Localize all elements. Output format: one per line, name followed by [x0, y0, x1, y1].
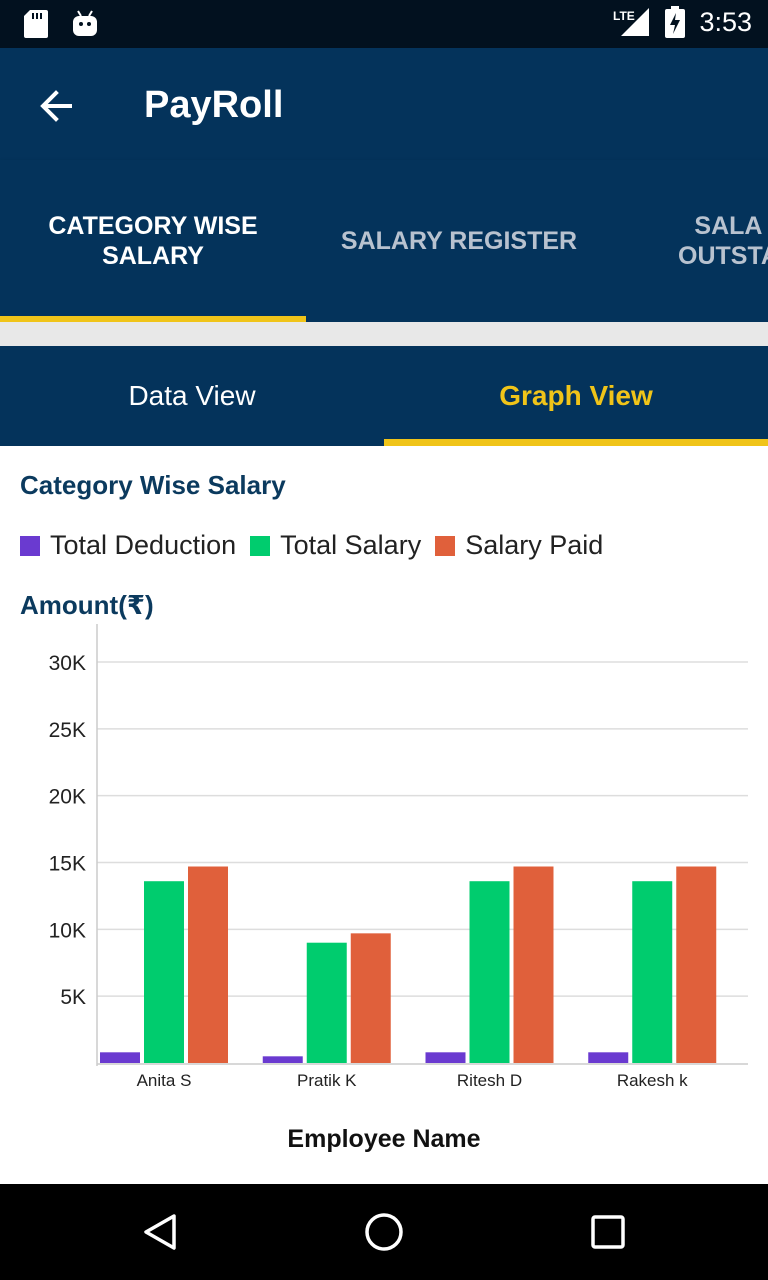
bar-total-deduction — [100, 1052, 140, 1063]
legend-item-salary-paid: Salary Paid — [435, 530, 603, 561]
navigation-bar — [0, 1184, 768, 1280]
x-tick-label: Rakesh k — [617, 1071, 688, 1090]
x-tick-label: Pratik K — [297, 1071, 357, 1090]
bar-total-deduction — [588, 1052, 629, 1063]
y-tick-label: 25K — [49, 719, 86, 742]
legend-label: Total Deduction — [50, 530, 237, 560]
bar-salary-paid — [513, 866, 554, 1063]
bar-total-deduction — [425, 1052, 466, 1063]
x-tick-label: Anita S — [137, 1071, 192, 1090]
y-tick-label: 20K — [49, 786, 86, 809]
app-bar: PayRoll — [0, 48, 768, 160]
tab-salary-outstanding[interactable]: SALAOUTSTA — [612, 160, 768, 322]
tab-label-line1: SALA — [694, 212, 763, 240]
legend-label: Salary Paid — [465, 530, 604, 560]
divider — [0, 322, 768, 346]
legend-label: Total Salary — [280, 530, 422, 560]
tab-label-line2: SALARY — [102, 242, 204, 270]
back-arrow-icon[interactable] — [36, 86, 76, 126]
y-tick-label: 5K — [60, 986, 86, 1009]
svg-text:LTE: LTE — [613, 9, 635, 23]
bar-chart: 5K 10K 15K 20K 25K 30K Anita S Pratik K Ritesh D… — [49, 624, 748, 1153]
report-tabs: CATEGORY WISE SALARY SALARY REGISTER SALA… — [0, 160, 768, 322]
chart-legend: Total Deduction Total Salary Salary Paid — [20, 530, 617, 561]
sd-card-icon — [24, 10, 48, 38]
bar-total-salary — [469, 881, 510, 1063]
recents-nav-icon[interactable] — [586, 1210, 630, 1254]
tab-indicator — [0, 316, 306, 322]
chart-heading: Category Wise Salary — [20, 470, 286, 500]
x-tick-label: Ritesh D — [457, 1071, 522, 1090]
back-nav-icon[interactable] — [138, 1210, 182, 1254]
view-tab-indicator — [384, 439, 768, 446]
y-tick-label: 30K — [49, 652, 86, 675]
tab-label: Data View — [128, 380, 256, 411]
tab-label-line2: OUTSTA — [678, 242, 768, 270]
bar-total-salary — [144, 881, 184, 1063]
legend-swatch — [435, 535, 456, 556]
app-title: PayRoll — [144, 84, 284, 126]
x-axis-label: Employee Name — [287, 1125, 480, 1153]
legend-item-total-deduction: Total Deduction — [20, 530, 236, 561]
tab-data-view[interactable]: Data View — [0, 346, 384, 446]
bar-total-salary — [306, 942, 347, 1063]
legend-swatch — [250, 535, 271, 556]
y-tick-label: 10K — [49, 919, 86, 942]
bar-salary-paid — [350, 933, 391, 1063]
lte-signal-icon: LTE — [613, 8, 650, 36]
view-tabs: Data View Graph View — [0, 346, 768, 446]
y-axis-label: Amount(₹) — [20, 590, 154, 620]
clock: 3:53 — [699, 6, 752, 37]
tab-salary-register[interactable]: SALARY REGISTER — [306, 160, 612, 322]
home-nav-icon[interactable] — [362, 1210, 406, 1254]
legend-item-total-salary: Total Salary — [250, 530, 421, 561]
bar-salary-paid — [188, 866, 228, 1063]
tab-label: SALARY REGISTER — [340, 227, 578, 255]
bar-total-deduction — [262, 1056, 303, 1063]
tab-graph-view[interactable]: Graph View — [384, 346, 768, 446]
tab-label-line1: CATEGORY WISE — [48, 212, 258, 240]
bar-salary-paid — [676, 866, 717, 1063]
status-bar: LTE 3:53 — [0, 0, 768, 48]
android-icon — [73, 10, 97, 36]
bar-total-salary — [632, 881, 673, 1063]
battery-charging-icon — [665, 6, 686, 38]
tab-label: Graph View — [499, 380, 653, 411]
tab-category-wise-salary[interactable]: CATEGORY WISE SALARY — [0, 160, 306, 322]
legend-swatch — [20, 535, 40, 556]
y-tick-label: 15K — [49, 853, 86, 876]
